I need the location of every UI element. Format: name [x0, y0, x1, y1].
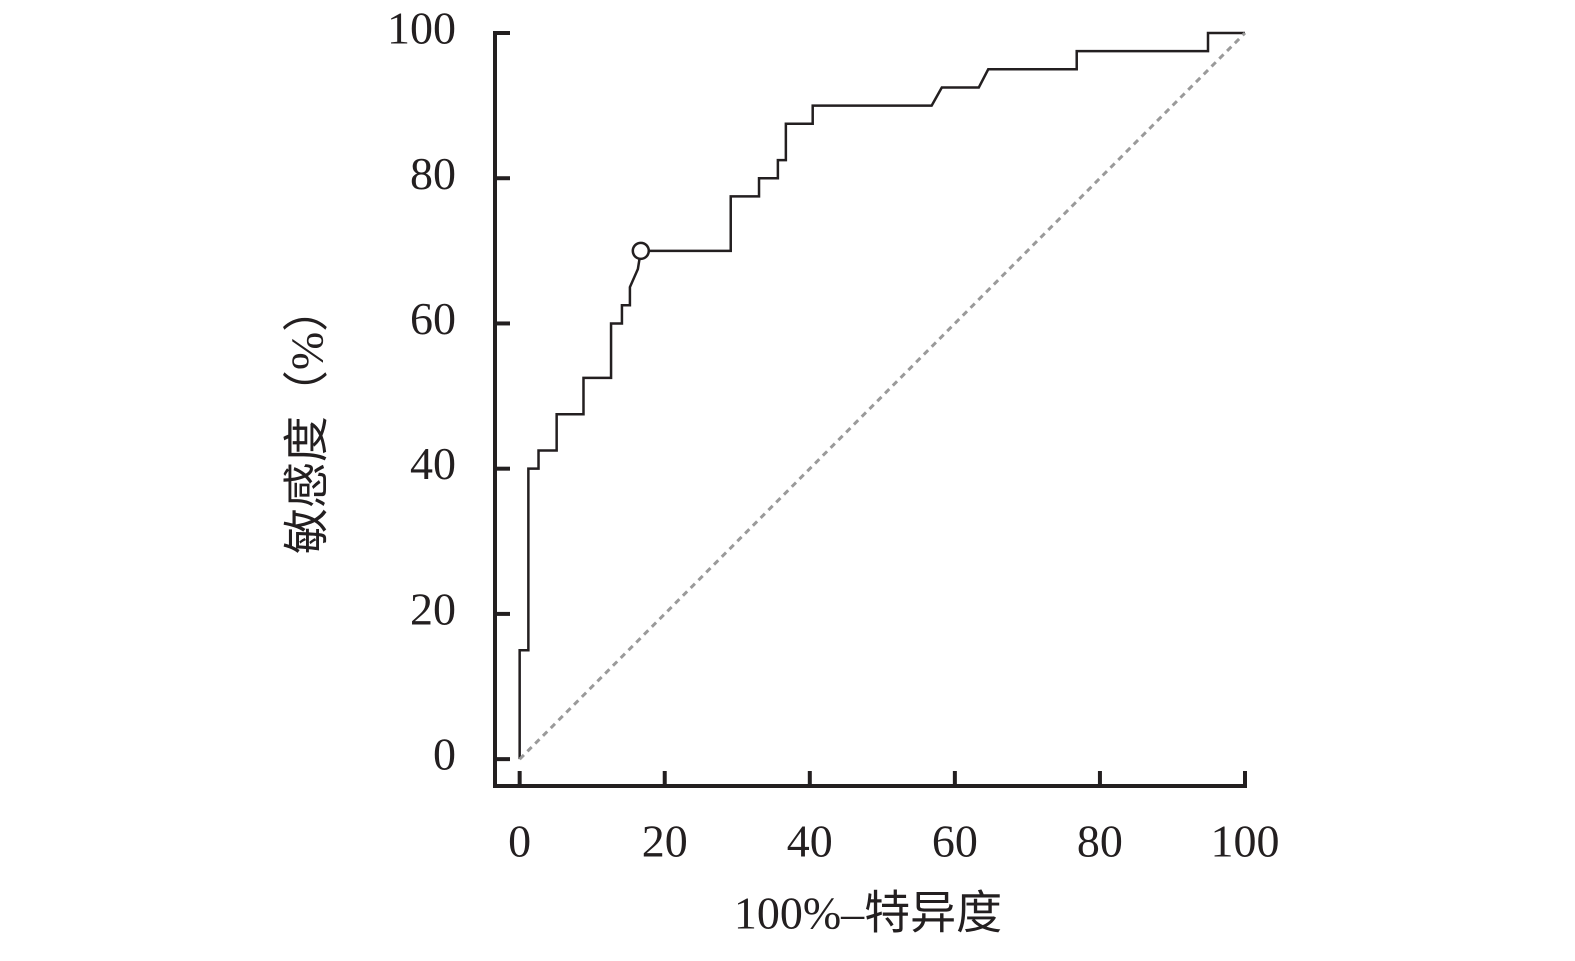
y-tick-label: 80 — [410, 148, 456, 199]
y-tick-label: 100 — [387, 3, 456, 54]
x-tick-label: 40 — [787, 816, 833, 867]
y-axis-label: 敏感度（%） — [282, 286, 333, 554]
x-tick-label: 60 — [932, 816, 978, 867]
y-tick-label: 20 — [410, 583, 456, 634]
x-tick-label: 80 — [1077, 816, 1123, 867]
y-tick-label: 40 — [410, 438, 456, 489]
roc-line — [518, 31, 1245, 760]
x-tick-label: 100 — [1211, 816, 1280, 867]
y-tick-label: 0 — [433, 729, 456, 780]
x-tick-label: 20 — [642, 816, 688, 867]
x-axis-label: 100%–特异度 — [734, 888, 1002, 939]
y-tick-label: 60 — [410, 293, 456, 344]
cutoff-point — [631, 241, 651, 261]
x-tick-label: 0 — [508, 816, 531, 867]
reference-line — [518, 31, 1247, 761]
